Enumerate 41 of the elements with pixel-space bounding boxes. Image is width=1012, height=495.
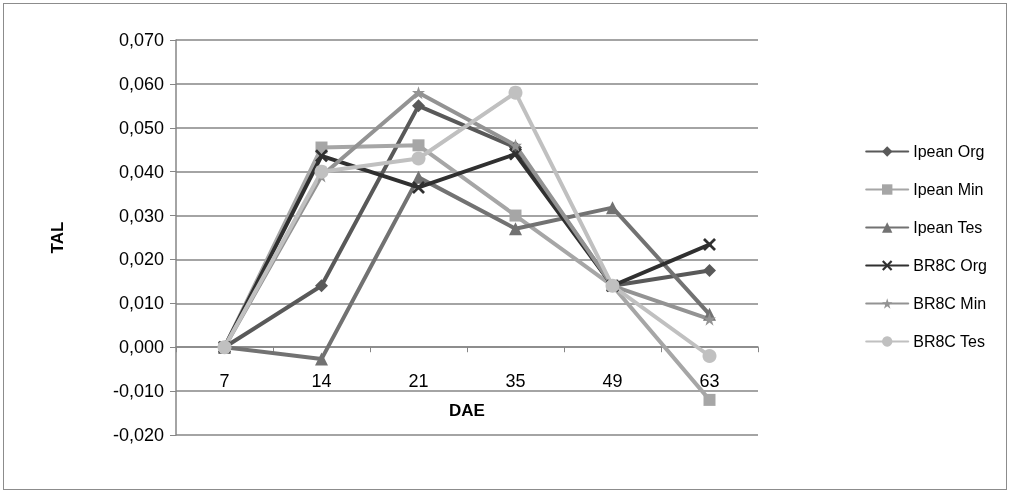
y-tick-label: -0,020 <box>112 425 164 445</box>
x-tick-label: 49 <box>602 371 623 392</box>
y-tick-label: 0,070 <box>118 30 164 50</box>
point <box>509 222 522 236</box>
point <box>315 149 328 163</box>
point <box>509 147 522 161</box>
y-tick-label: 0,030 <box>118 205 164 226</box>
point <box>412 139 425 152</box>
legend-label: BR8C Tes <box>913 333 985 350</box>
legend-label: Ipean Tes <box>913 219 983 236</box>
x-tick-label: 7 <box>219 371 230 392</box>
y-tick-label: 0,000 <box>118 337 164 358</box>
point <box>315 352 328 366</box>
legend-label: Ipean Min <box>913 181 984 198</box>
legend-label: BR8C Min <box>913 295 987 312</box>
point <box>509 209 522 222</box>
x-tick-label: 63 <box>699 371 720 392</box>
x-tick-label: 35 <box>505 371 526 392</box>
point <box>412 86 425 100</box>
point <box>314 164 329 179</box>
point <box>412 99 425 113</box>
y-tick-label: 0,060 <box>118 73 164 94</box>
legend-label: BR8C Org <box>913 257 987 274</box>
point <box>703 263 716 277</box>
y-tick-label: 0,040 <box>118 161 164 182</box>
point <box>703 393 716 406</box>
x-axis-title: DAE <box>449 401 485 421</box>
y-tick-label: 0,050 <box>118 117 164 138</box>
point <box>411 151 426 166</box>
point <box>702 349 717 363</box>
point <box>703 312 716 326</box>
y-tick-label: -0,010 <box>112 381 164 402</box>
x-tick-label: 14 <box>311 371 332 392</box>
x-tick-label: 21 <box>408 371 429 392</box>
y-axis-title: TAL <box>48 221 67 254</box>
point <box>315 279 328 293</box>
y-tick-label: 0,010 <box>118 293 164 314</box>
point <box>508 85 523 100</box>
y-tick-label: 0,020 <box>118 249 164 270</box>
legend-label: Ipean Org <box>913 143 985 160</box>
point <box>606 201 619 215</box>
